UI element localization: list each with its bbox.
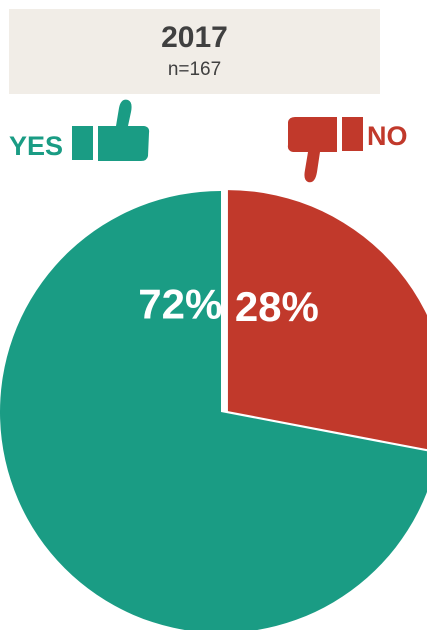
legend-yes-label: YES	[9, 131, 64, 161]
thumbs-down-hand	[287, 117, 337, 183]
pie-label-no: 28%	[235, 283, 319, 330]
pie-label-yes: 72%	[138, 281, 222, 328]
sample-size-label: n=167	[167, 59, 222, 80]
thumbs-down-cuff	[342, 117, 363, 151]
thumbs-up-cuff	[72, 126, 93, 160]
chart-header: 2017 n=167	[9, 9, 380, 94]
thumbs-up-hand	[98, 99, 150, 161]
thumbs-down-icon	[287, 117, 363, 183]
legend-no-label: NO	[367, 121, 408, 151]
pie-slice-yes	[0, 191, 427, 630]
chart-title: 2017	[161, 21, 228, 54]
pie-slice-no	[227, 190, 427, 450]
thumbs-up-icon	[72, 99, 150, 161]
